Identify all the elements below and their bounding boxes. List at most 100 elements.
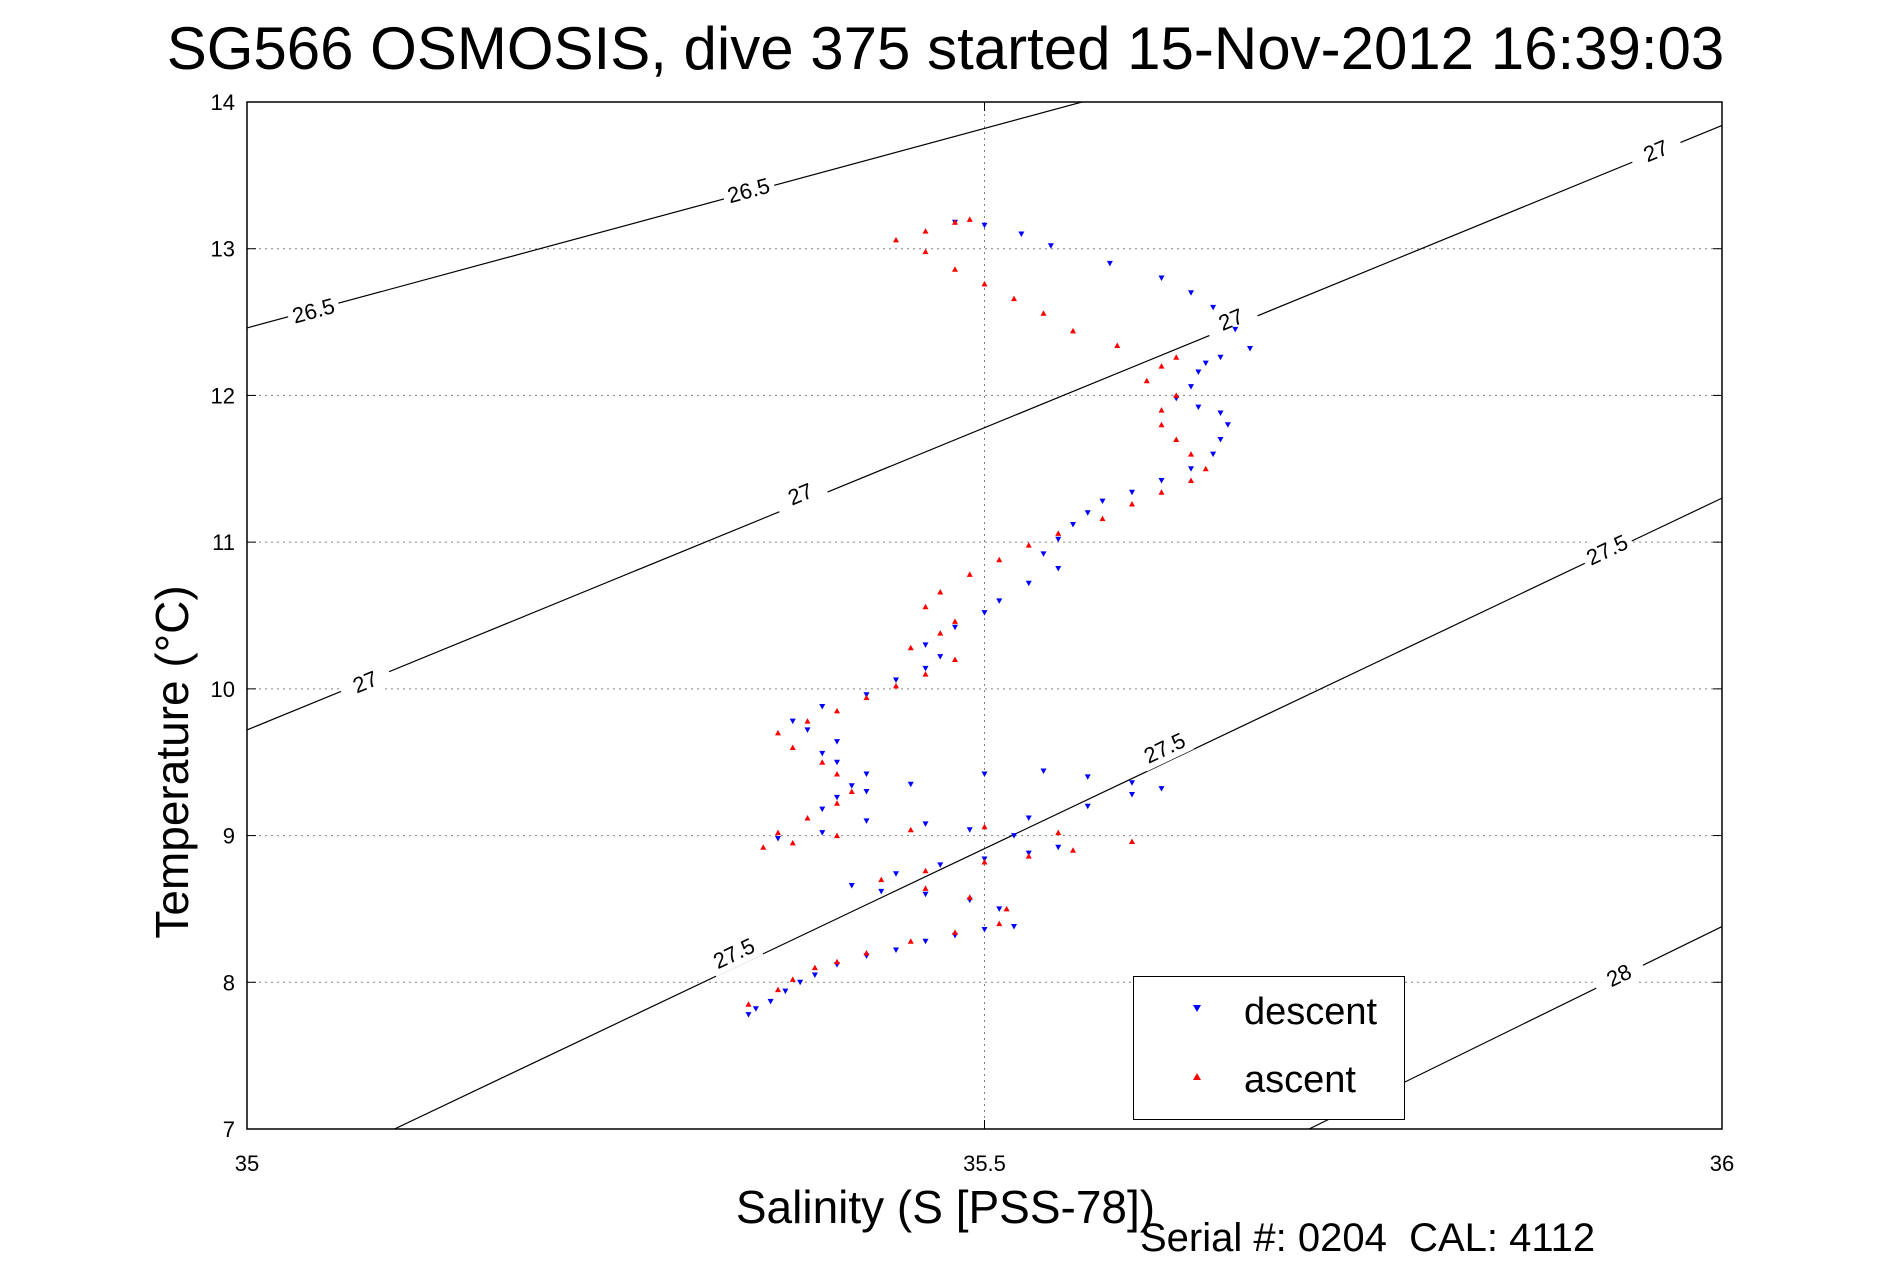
contour-label: 26.5: [725, 173, 773, 208]
data-point-ascent: [775, 729, 781, 736]
data-point-descent: [1210, 451, 1217, 458]
data-point-ascent: [922, 603, 929, 610]
data-point-descent: [1099, 498, 1106, 505]
data-point-descent: [1040, 551, 1047, 557]
data-point-ascent: [1129, 838, 1135, 844]
data-point-ascent: [1158, 421, 1165, 428]
data-point-descent: [1018, 231, 1025, 238]
data-point-descent: [952, 624, 958, 631]
data-point-descent: [834, 739, 840, 745]
data-point-ascent: [1055, 530, 1062, 536]
y-tick-label: 8: [223, 970, 235, 995]
data-point-descent: [1011, 924, 1017, 930]
data-point-ascent: [981, 823, 988, 830]
data-point-ascent: [922, 867, 929, 874]
data-points: [745, 216, 1253, 1018]
contour-label-bg: [704, 929, 764, 977]
data-point-descent: [1158, 275, 1165, 282]
y-tick-label: 7: [223, 1117, 235, 1142]
serial-cal-footer: Serial #: 0204 CAL: 4112: [1140, 1216, 1596, 1260]
data-point-ascent: [907, 826, 914, 833]
data-point-descent: [1158, 478, 1165, 484]
data-point-ascent: [937, 630, 944, 636]
data-point-ascent: [1188, 451, 1194, 457]
data-point-ascent: [922, 228, 929, 234]
x-tick-label: 35: [235, 1151, 259, 1176]
contour-label-bg: [284, 290, 343, 331]
data-point-descent: [1084, 774, 1091, 780]
y-axis-label: Temperature (°C): [146, 585, 198, 939]
data-point-ascent: [834, 832, 840, 839]
legend: descent ascent: [1133, 976, 1405, 1120]
x-axis-label: Salinity (S [PSS-78]): [735, 1181, 1156, 1233]
data-point-ascent: [966, 216, 973, 222]
data-point-ascent: [1158, 363, 1165, 369]
data-point-ascent: [863, 949, 870, 956]
data-point-ascent: [1025, 853, 1032, 859]
data-point-descent: [863, 818, 870, 824]
x-tick-label: 36: [1710, 1151, 1734, 1176]
data-point-ascent: [1158, 489, 1165, 495]
data-point-ascent: [966, 571, 973, 577]
data-point-descent: [789, 718, 796, 725]
data-point-ascent: [952, 929, 958, 935]
data-point-ascent: [922, 248, 929, 255]
data-point-descent: [893, 871, 899, 877]
data-point-descent: [1106, 260, 1113, 267]
data-point-ascent: [811, 964, 818, 971]
legend-item-ascent: ascent: [1134, 1055, 1404, 1105]
y-tick-label: 14: [211, 90, 235, 115]
data-point-ascent: [893, 236, 899, 243]
data-point-ascent: [834, 958, 840, 965]
data-point-ascent: [952, 656, 958, 663]
data-point-ascent: [834, 770, 840, 777]
data-point-descent: [1195, 404, 1202, 411]
contour-label-bg: [335, 658, 395, 705]
data-point-ascent: [834, 707, 840, 714]
data-point-descent: [893, 677, 899, 684]
data-point-ascent: [848, 788, 855, 795]
data-point-descent: [745, 1012, 752, 1018]
data-point-descent: [1070, 522, 1076, 528]
data-point-ascent: [966, 894, 973, 900]
legend-label-descent: descent: [1244, 991, 1378, 1033]
data-point-ascent: [878, 876, 885, 883]
data-point-descent: [782, 988, 789, 995]
data-point-ascent: [789, 744, 796, 751]
contour-label-bg: [1577, 525, 1637, 574]
contour-label-bg: [719, 169, 778, 211]
data-point-ascent: [1040, 310, 1047, 316]
contour-label-bg: [1626, 127, 1685, 174]
data-point-ascent: [863, 694, 870, 701]
data-point-ascent: [819, 759, 826, 765]
data-point-descent: [1025, 580, 1032, 587]
data-point-descent: [1217, 354, 1224, 361]
data-point-descent: [1025, 815, 1032, 821]
contour-label: 26.5: [290, 293, 338, 328]
data-point-descent: [1011, 833, 1017, 839]
data-point-descent: [1210, 304, 1217, 311]
data-point-ascent: [745, 1001, 752, 1007]
data-point-ascent: [1188, 477, 1194, 484]
data-point-ascent: [1143, 377, 1150, 384]
data-point-descent: [1047, 243, 1054, 249]
data-point-descent: [996, 906, 1003, 912]
ascent-marker-icon: [1193, 1073, 1201, 1080]
data-point-descent: [981, 926, 988, 933]
data-point-descent: [1195, 369, 1202, 375]
chart-title: SG566 OSMOSIS, dive 375 started 15-Nov-2…: [166, 15, 1725, 82]
contour-label-bg: [1134, 723, 1194, 772]
data-point-ascent: [996, 556, 1003, 563]
data-point-descent: [1217, 436, 1224, 443]
data-point-descent: [1040, 768, 1047, 775]
data-point-descent: [878, 888, 885, 895]
data-point-ascent: [1114, 342, 1121, 349]
data-point-ascent: [922, 885, 929, 891]
data-point-descent: [937, 862, 944, 868]
data-point-descent: [1129, 791, 1135, 798]
y-tick-label: 10: [211, 677, 235, 702]
data-point-descent: [922, 938, 929, 945]
data-point-descent: [1129, 489, 1135, 496]
data-point-descent: [863, 771, 870, 777]
